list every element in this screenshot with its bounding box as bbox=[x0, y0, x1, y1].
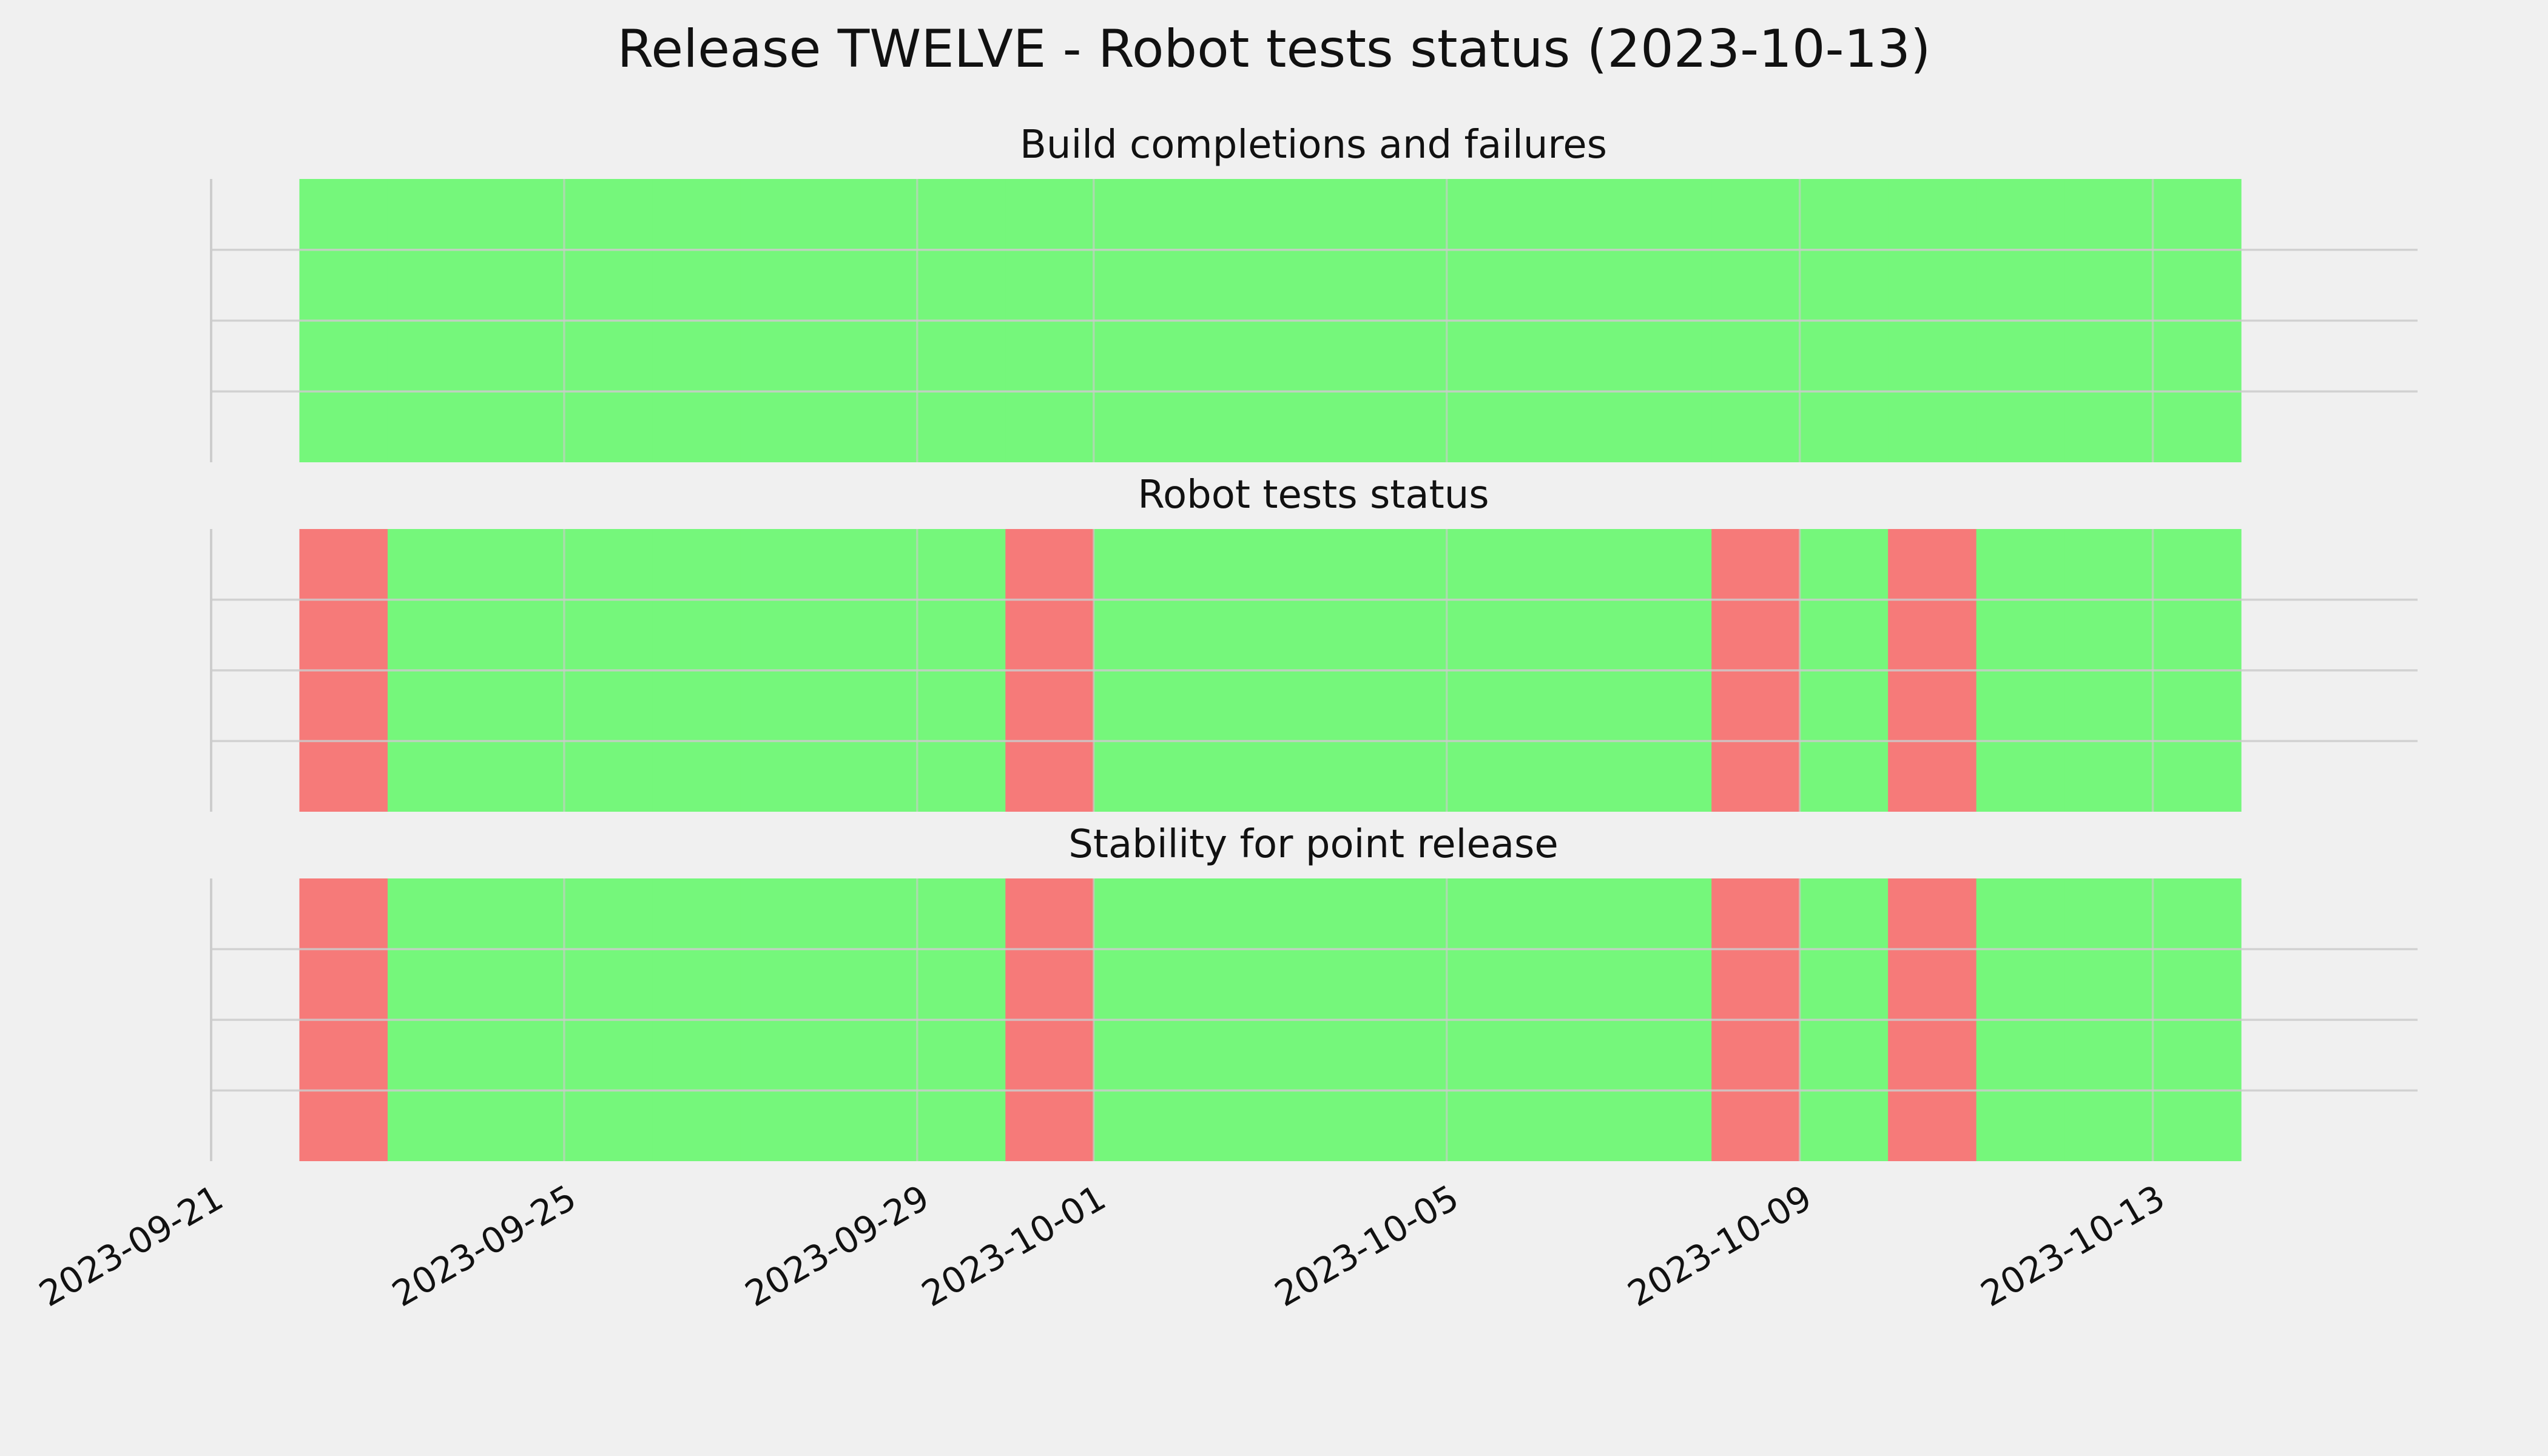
panel-robot-tests-title: Robot tests status bbox=[1138, 473, 1489, 517]
panel-stability: Stability for point release bbox=[210, 822, 2418, 1161]
panel-stability-grid bbox=[210, 878, 2418, 1161]
chart-title: Release TWELVE - Robot tests status (202… bbox=[617, 19, 1930, 79]
panel-build-grid bbox=[210, 179, 2418, 462]
panel-robot-tests: Robot tests status bbox=[210, 473, 2418, 812]
panel-stability-title: Stability for point release bbox=[1068, 822, 1559, 867]
panel-build: Build completions and failures bbox=[210, 123, 2418, 462]
panel-robot-tests-grid bbox=[210, 529, 2418, 812]
panel-build-title: Build completions and failures bbox=[1020, 123, 1607, 167]
